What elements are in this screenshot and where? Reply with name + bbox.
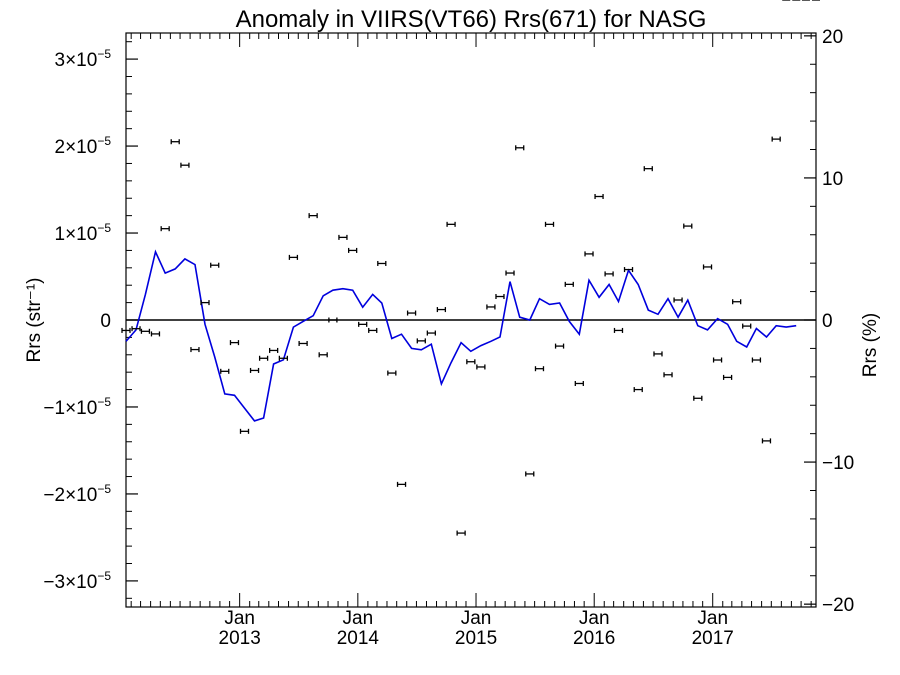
x-tick-year-label: 2014: [337, 628, 380, 649]
data-point: [318, 352, 328, 358]
data-point: [200, 300, 210, 306]
data-point: [249, 367, 260, 373]
x-tick-year-label: 2013: [219, 628, 261, 649]
x-tick-year-label: 2015: [455, 628, 497, 649]
data-point: [761, 438, 772, 444]
left-tick-label: 2×10−5: [55, 134, 112, 158]
data-point: [150, 331, 161, 337]
data-point: [258, 355, 269, 361]
left-tick-label: 0: [100, 311, 111, 332]
data-point: [368, 327, 378, 333]
data-point: [278, 355, 289, 361]
x-tick-month-label: Jan: [343, 608, 374, 629]
data-point: [426, 330, 436, 336]
right-tick-label: 10: [822, 169, 843, 190]
data-point: [160, 226, 170, 232]
data-point: [683, 223, 693, 229]
data-point: [210, 262, 220, 268]
x-tick-year-label: 2017: [692, 628, 734, 649]
x-tick-year-label: 2016: [573, 628, 615, 649]
y-axis-label-left: Rrs (str⁻¹): [24, 278, 45, 363]
data-point: [406, 310, 417, 316]
data-point: [396, 481, 407, 487]
x-tick-month-label: Jan: [579, 608, 610, 629]
data-point: [180, 162, 190, 168]
data-point: [377, 260, 387, 266]
data-point: [456, 530, 466, 536]
left-axis-ticks: 3×10−5 2×10−5 1×10−5 0 −1×10−5 −2×10−5 −3×10−5: [43, 41, 138, 599]
data-point: [348, 247, 358, 253]
data-point: [387, 370, 397, 376]
right-tick-label: −10: [822, 453, 854, 474]
data-point: [613, 327, 624, 333]
data-point: [722, 374, 733, 380]
data-point: [121, 327, 131, 333]
data-point: [338, 234, 348, 240]
right-tick-label: −20: [822, 595, 854, 616]
data-point: [564, 281, 574, 287]
series-points: [121, 0, 820, 536]
left-tick-label: −3×10−5: [43, 569, 111, 593]
data-point: [584, 251, 594, 257]
left-tick-label: 1×10−5: [55, 221, 112, 245]
data-point: [190, 347, 200, 353]
data-point: [229, 340, 240, 346]
data-point: [663, 372, 673, 378]
data-point: [673, 297, 683, 303]
data-point: [643, 166, 653, 172]
data-point: [416, 338, 426, 344]
data-point: [466, 359, 476, 365]
data-point: [436, 307, 447, 313]
data-point: [515, 145, 525, 151]
data-point: [732, 299, 742, 305]
data-point: [534, 366, 545, 372]
data-point: [742, 323, 752, 329]
data-point: [495, 294, 505, 300]
data-point: [712, 357, 723, 363]
data-point: [131, 326, 141, 332]
data-point: [633, 387, 643, 393]
y-axis-label-right: Rrs (%): [860, 313, 881, 377]
data-point: [220, 368, 230, 374]
data-point: [693, 395, 703, 401]
data-point: [702, 264, 713, 270]
right-tick-label: 20: [822, 27, 843, 48]
data-point: [623, 267, 634, 273]
data-point: [268, 347, 279, 353]
data-point: [554, 343, 565, 349]
right-axis-ticks: 20 10 0 −10 −20: [804, 27, 854, 616]
data-point: [525, 471, 535, 477]
data-point: [170, 139, 180, 145]
data-point: [544, 221, 555, 227]
data-point: [604, 271, 614, 277]
data-point: [140, 328, 151, 334]
left-tick-label: 3×10−5: [55, 47, 112, 71]
data-point: [505, 270, 515, 276]
left-tick-label: −1×10−5: [43, 395, 111, 419]
x-tick-month-label: Jan: [461, 608, 492, 629]
x-tick-month-label: Jan: [224, 608, 255, 629]
data-point: [653, 351, 663, 357]
data-point: [751, 357, 762, 363]
chart-title: Anomaly in VIIRS(VT66) Rrs(671) for NASG: [236, 6, 707, 33]
series-line-percent: [125, 249, 797, 422]
data-point: [446, 221, 456, 227]
data-point: [328, 317, 338, 323]
data-point: [239, 428, 250, 434]
left-tick-label: −2×10−5: [43, 482, 111, 506]
data-point: [358, 321, 368, 327]
data-point: [574, 380, 584, 386]
data-point: [476, 364, 486, 370]
right-tick-label: 0: [822, 311, 833, 332]
data-point: [288, 254, 299, 260]
x-tick-month-label: Jan: [697, 608, 728, 629]
data-point: [298, 340, 308, 346]
data-point: [594, 194, 604, 200]
data-point: [771, 136, 781, 142]
data-point: [308, 213, 318, 219]
data-point: [486, 304, 496, 310]
